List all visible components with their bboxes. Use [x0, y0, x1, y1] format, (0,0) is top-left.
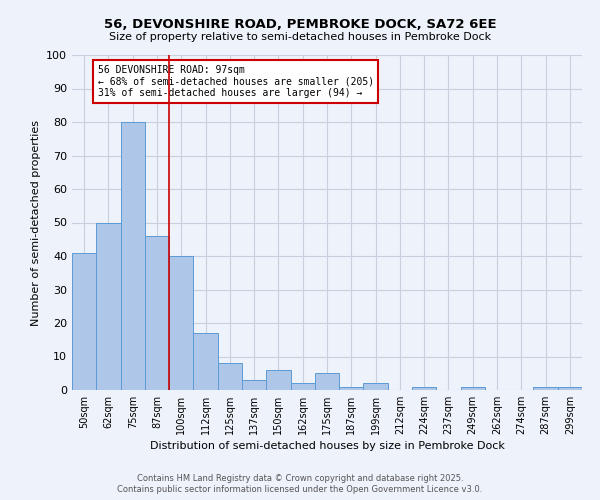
- Bar: [72, 252, 96, 390]
- Y-axis label: Number of semi-detached properties: Number of semi-detached properties: [31, 120, 41, 326]
- Bar: [315, 373, 339, 390]
- Text: 56 DEVONSHIRE ROAD: 97sqm
← 68% of semi-detached houses are smaller (205)
31% of: 56 DEVONSHIRE ROAD: 97sqm ← 68% of semi-…: [97, 65, 374, 98]
- Bar: [218, 363, 242, 390]
- X-axis label: Distribution of semi-detached houses by size in Pembroke Dock: Distribution of semi-detached houses by …: [149, 441, 505, 451]
- Bar: [533, 386, 558, 390]
- Bar: [145, 236, 169, 390]
- Bar: [242, 380, 266, 390]
- Bar: [121, 122, 145, 390]
- Bar: [290, 384, 315, 390]
- Bar: [339, 386, 364, 390]
- Bar: [412, 386, 436, 390]
- Bar: [96, 222, 121, 390]
- Text: Size of property relative to semi-detached houses in Pembroke Dock: Size of property relative to semi-detach…: [109, 32, 491, 42]
- Bar: [558, 386, 582, 390]
- Bar: [266, 370, 290, 390]
- Bar: [193, 333, 218, 390]
- Text: 56, DEVONSHIRE ROAD, PEMBROKE DOCK, SA72 6EE: 56, DEVONSHIRE ROAD, PEMBROKE DOCK, SA72…: [104, 18, 496, 30]
- Bar: [461, 386, 485, 390]
- Text: Contains HM Land Registry data © Crown copyright and database right 2025.
Contai: Contains HM Land Registry data © Crown c…: [118, 474, 482, 494]
- Bar: [169, 256, 193, 390]
- Bar: [364, 384, 388, 390]
